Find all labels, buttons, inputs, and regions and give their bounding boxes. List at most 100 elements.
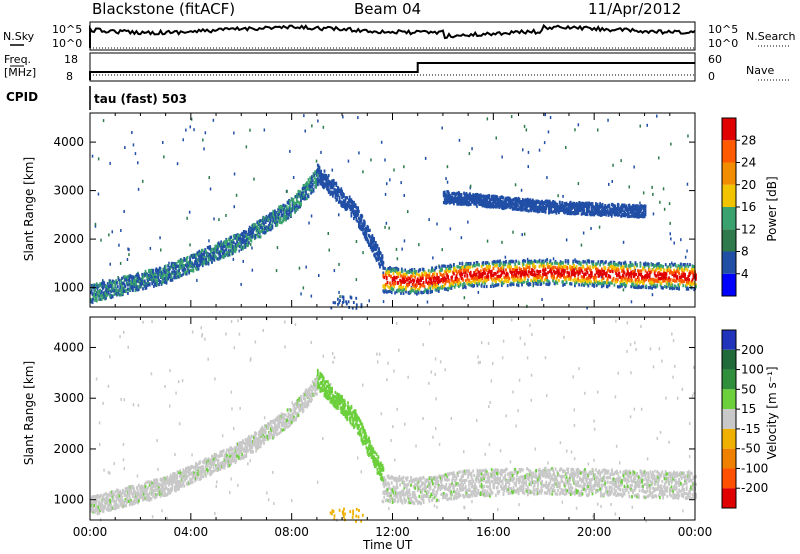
band-cell (427, 269, 430, 273)
band-cell (535, 208, 538, 213)
band-cell (548, 199, 551, 203)
band-cell (538, 264, 541, 268)
band-cell (544, 210, 547, 214)
band-cell (548, 281, 551, 285)
noise-cell (193, 128, 195, 132)
band-cell (537, 210, 539, 214)
band-cell (92, 297, 95, 301)
band-cell (491, 278, 494, 282)
band-cell (631, 278, 633, 282)
band-cell (653, 272, 656, 276)
band-cell (200, 252, 203, 256)
band-cell (350, 198, 353, 202)
band-cell (614, 279, 617, 283)
band-cell (595, 283, 598, 288)
band-cell (541, 276, 543, 280)
noise-cell (385, 221, 388, 225)
band-cell (455, 274, 458, 278)
noise-cell (630, 300, 633, 304)
band-cell (142, 279, 145, 283)
band-cell (284, 214, 287, 219)
band-cell (524, 277, 527, 281)
noise-cell (667, 265, 669, 269)
band-cell (460, 193, 463, 197)
band-cell (339, 189, 342, 194)
band-cell (605, 271, 608, 275)
band-cell (514, 200, 517, 204)
band-cell (274, 212, 276, 216)
band-cell (367, 240, 370, 245)
band-cell (491, 282, 494, 286)
band-cell (373, 237, 375, 241)
band-cell (500, 277, 503, 281)
band-cell (520, 267, 522, 272)
band-cell (558, 211, 560, 215)
band-cell (490, 202, 493, 206)
band-cell (262, 231, 265, 235)
band-cell (457, 265, 459, 269)
band-cell (687, 287, 690, 291)
band-cell (510, 265, 512, 269)
band-cell (692, 271, 695, 275)
band-cell (569, 264, 571, 268)
band-cell (590, 273, 593, 277)
band-cell (487, 277, 490, 281)
band-cell (309, 180, 312, 184)
band-cell (574, 279, 577, 283)
band-cell (223, 241, 226, 245)
band-cell (96, 293, 99, 297)
band-cell (448, 279, 450, 283)
band-cell (392, 271, 395, 275)
band-cell (300, 198, 302, 202)
band-cell (486, 261, 489, 265)
band-cell (273, 215, 275, 219)
noise-cell (91, 154, 94, 158)
band-cell (654, 285, 657, 289)
band-cell (211, 260, 213, 264)
band-cell (544, 259, 547, 263)
noise-cell (189, 243, 191, 247)
band-cell (239, 235, 242, 239)
band-cell (137, 274, 140, 278)
band-cell (574, 210, 577, 214)
band-cell (161, 272, 164, 276)
band-cell (431, 266, 433, 270)
band-cell (386, 284, 389, 288)
band-cell (633, 285, 636, 289)
band-cell (688, 278, 691, 282)
band-cell (389, 289, 391, 293)
band-cell (179, 258, 182, 262)
noise-cell (639, 201, 641, 205)
band-cell (203, 250, 206, 255)
noise-cell (403, 165, 405, 169)
noise-cell (276, 246, 279, 250)
band-cell (449, 282, 452, 287)
band-cell (355, 215, 358, 219)
band-cell (574, 207, 576, 211)
band-cell (217, 244, 220, 248)
noise-cell (441, 248, 443, 252)
band-cell (179, 260, 182, 264)
band-cell (657, 266, 659, 270)
band-cell (127, 291, 129, 295)
noise-cell (633, 165, 635, 169)
band-cell (353, 211, 356, 215)
band-cell (132, 276, 135, 280)
band-cell (158, 283, 160, 287)
noise-cell (486, 239, 489, 243)
band-cell (307, 193, 310, 197)
band-cell (551, 261, 554, 266)
band-cell (307, 178, 310, 182)
band-cell (232, 238, 234, 242)
band-cell (579, 269, 581, 273)
band-cell (301, 186, 304, 190)
band-cell (521, 208, 524, 212)
band-cell (432, 284, 435, 288)
band-cell (479, 269, 482, 273)
band-cell (348, 204, 350, 208)
band-cell (650, 277, 653, 282)
band-cell (632, 280, 634, 284)
band-cell (430, 269, 433, 273)
band-cell (414, 287, 417, 291)
band-cell (247, 232, 249, 237)
